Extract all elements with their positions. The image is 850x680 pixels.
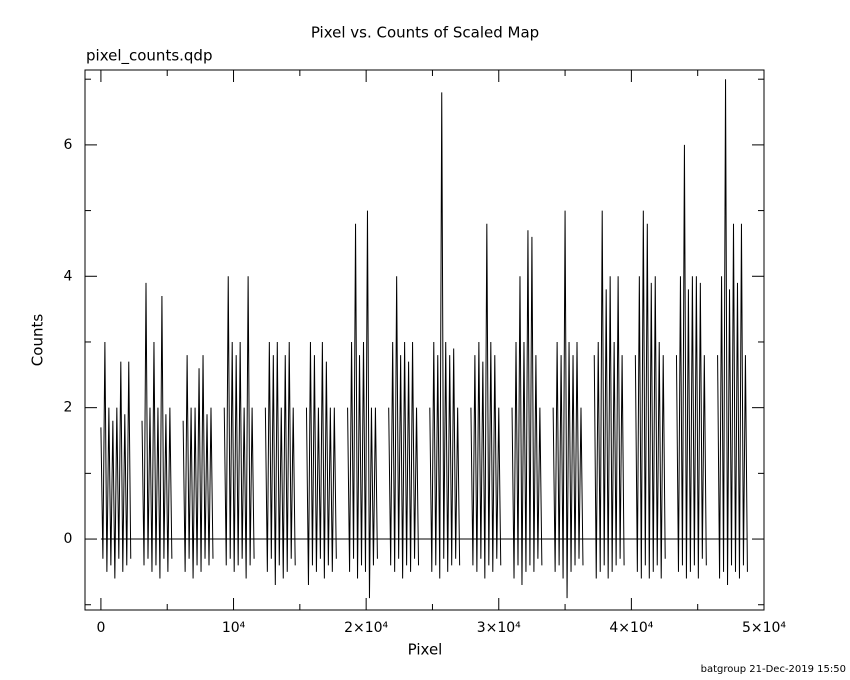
x-axis-label: Pixel	[408, 641, 443, 659]
y-tick-label: 2	[64, 400, 73, 416]
x-tick-label: 5×10⁴	[742, 620, 786, 636]
chart-title: Pixel vs. Counts of Scaled Map	[311, 24, 539, 42]
chart-subtitle: pixel_counts.qdp	[86, 47, 212, 66]
x-tick-label: 3×10⁴	[477, 620, 521, 636]
footer: batgroup 21-Dec-2019 15:50	[701, 664, 846, 675]
y-tick-label: 6	[64, 137, 73, 153]
x-tick-label: 10⁴	[222, 620, 246, 636]
x-tick-label: 0	[96, 620, 105, 636]
x-tick-label: 2×10⁴	[344, 620, 388, 636]
y-tick-label: 0	[64, 531, 73, 547]
x-tick-label: 4×10⁴	[609, 620, 653, 636]
data-line	[100, 79, 748, 599]
plot-frame	[84, 69, 765, 611]
y-axis-label: Counts	[29, 314, 47, 367]
y-tick-label: 4	[64, 268, 73, 284]
